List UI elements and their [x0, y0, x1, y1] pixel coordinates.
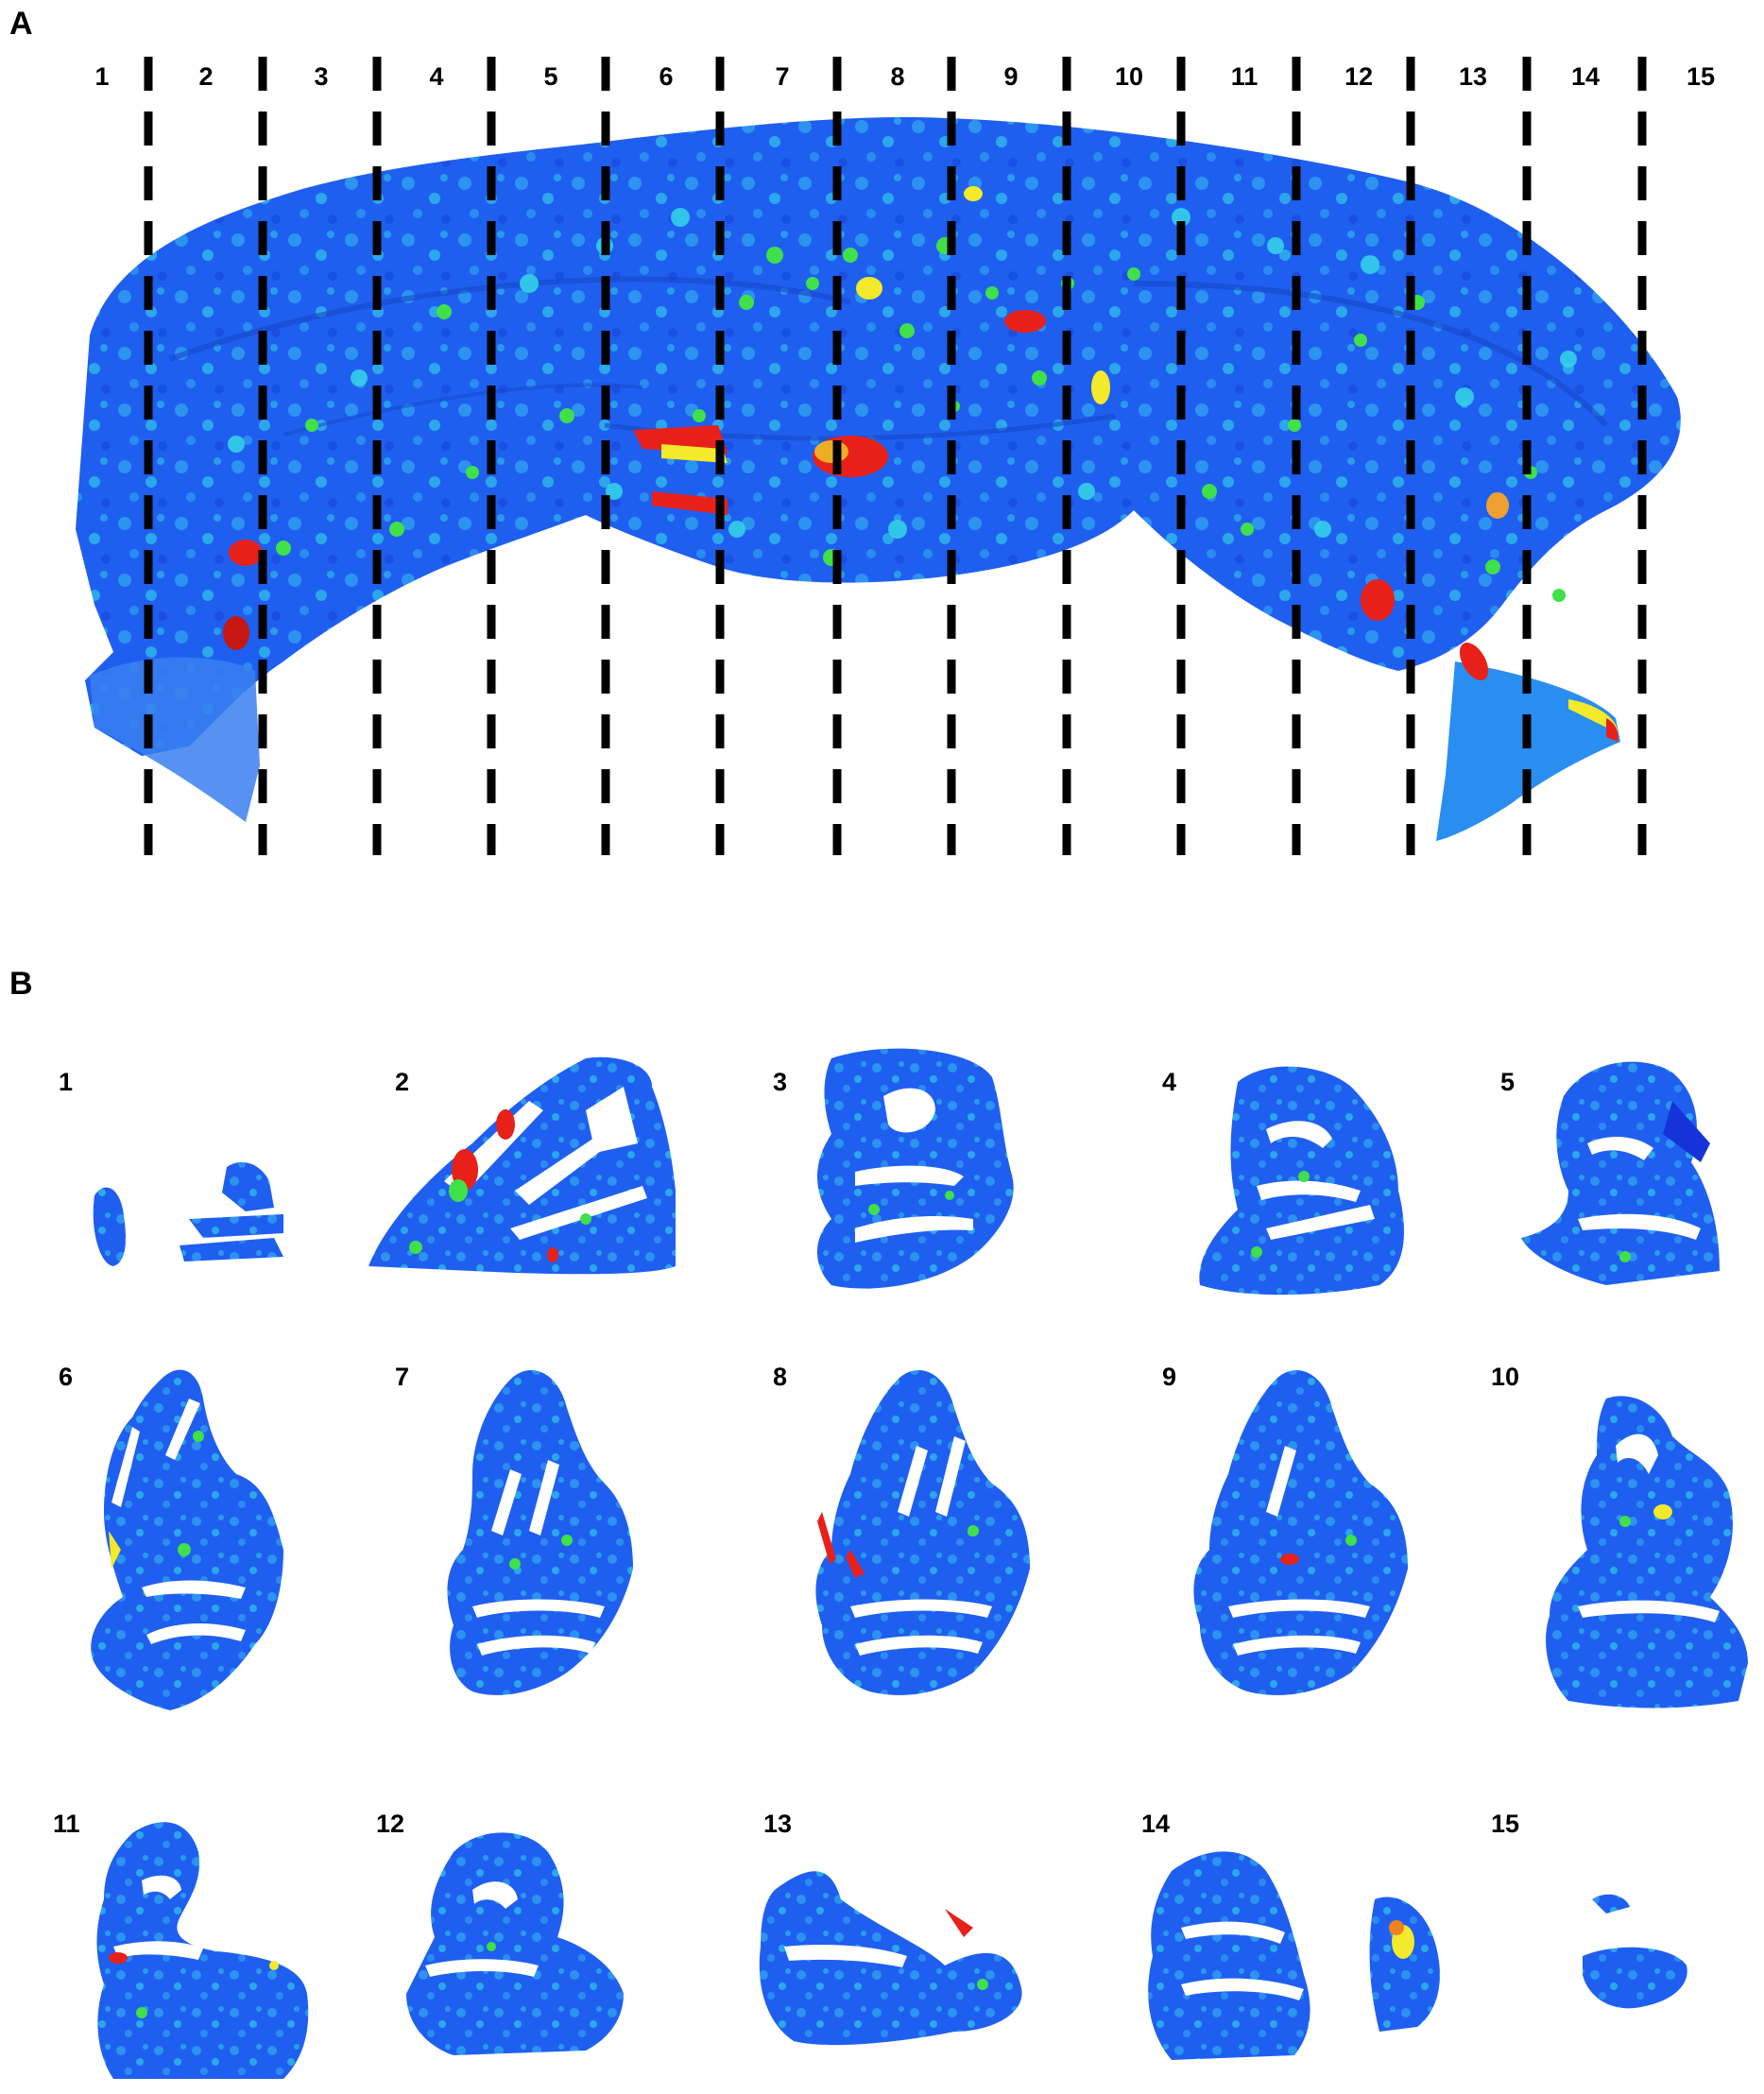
slice-1	[93, 1162, 283, 1266]
column-number: 11	[1231, 62, 1259, 91]
slice-13	[759, 1871, 1022, 2046]
slice-number: 14	[1141, 1810, 1171, 1838]
slice-6	[91, 1369, 283, 1710]
column-number: 15	[1687, 62, 1715, 91]
slice-9	[1193, 1370, 1408, 1695]
slice-number: 2	[395, 1068, 410, 1096]
column-number: 8	[890, 62, 904, 91]
column-number: 13	[1459, 62, 1487, 91]
column-number: 10	[1115, 62, 1143, 91]
slice-number: 12	[376, 1810, 405, 1838]
slice-3	[817, 1048, 1014, 1289]
panel-a-label: A	[9, 6, 33, 42]
panel-b-label: B	[9, 966, 33, 1002]
column-number: 14	[1571, 62, 1600, 91]
slice-8	[815, 1370, 1030, 1695]
slice-12	[406, 1832, 624, 2055]
panel-a-unfolded-surface: 1 2 3 4 5 6 7 8 9 10 11 12 13 14 15	[76, 57, 1715, 855]
slice-14	[1148, 1851, 1440, 2060]
slice-number: 5	[1500, 1068, 1516, 1096]
column-number: 6	[659, 62, 673, 91]
slice-number: 7	[395, 1363, 410, 1391]
slice-number: 13	[763, 1810, 793, 1838]
slice-number: 6	[59, 1363, 74, 1391]
slice-7	[447, 1370, 633, 1695]
column-number: 3	[314, 62, 328, 91]
slice-15	[1583, 1894, 1687, 2009]
slice-number: 3	[773, 1068, 788, 1096]
slice-number: 9	[1162, 1363, 1177, 1391]
column-number: 9	[1003, 62, 1018, 91]
slice-dividers	[144, 57, 1647, 855]
column-number: 4	[429, 62, 443, 91]
slice-number: 11	[53, 1810, 80, 1838]
panel-b-coronal-slices	[91, 1048, 1748, 2079]
column-number: 2	[198, 62, 213, 91]
column-number: 1	[94, 62, 109, 91]
slice-2	[368, 1056, 676, 1275]
column-number: 12	[1344, 62, 1373, 91]
column-number: 5	[543, 62, 557, 91]
slice-number: 4	[1162, 1068, 1177, 1096]
slice-5	[1521, 1061, 1720, 1285]
slice-number: 10	[1491, 1363, 1520, 1391]
hotspot-red-streak	[633, 425, 728, 454]
slice-10	[1546, 1396, 1748, 1708]
slice-number: 8	[773, 1363, 788, 1391]
column-number: 7	[775, 62, 789, 91]
slice-11	[96, 1822, 309, 2079]
slice-number: 15	[1491, 1810, 1520, 1838]
slice-4	[1199, 1066, 1404, 1296]
left-lobe-tab	[90, 657, 260, 822]
slice-number: 1	[59, 1068, 74, 1096]
